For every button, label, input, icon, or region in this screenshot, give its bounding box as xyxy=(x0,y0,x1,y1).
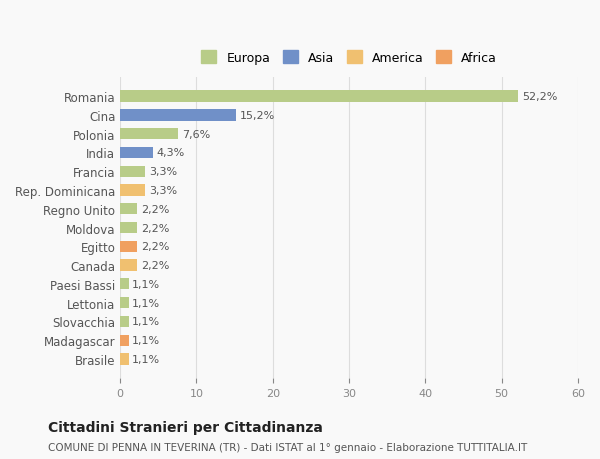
Text: 1,1%: 1,1% xyxy=(133,317,160,327)
Text: 1,1%: 1,1% xyxy=(133,279,160,289)
Text: 2,2%: 2,2% xyxy=(141,204,169,214)
Text: 1,1%: 1,1% xyxy=(133,336,160,346)
Text: 2,2%: 2,2% xyxy=(141,223,169,233)
Bar xyxy=(120,353,128,365)
Text: 2,2%: 2,2% xyxy=(141,261,169,270)
Bar xyxy=(120,335,128,346)
Bar xyxy=(120,241,137,252)
Bar xyxy=(120,204,137,215)
Text: 7,6%: 7,6% xyxy=(182,129,210,140)
Bar xyxy=(120,110,236,121)
Bar xyxy=(120,147,153,159)
Bar xyxy=(120,297,128,308)
Bar xyxy=(120,316,128,327)
Text: 3,3%: 3,3% xyxy=(149,185,177,196)
Text: 3,3%: 3,3% xyxy=(149,167,177,177)
Text: 2,2%: 2,2% xyxy=(141,242,169,252)
Bar xyxy=(120,279,128,290)
Bar xyxy=(120,223,137,234)
Bar xyxy=(120,91,518,102)
Text: 1,1%: 1,1% xyxy=(133,298,160,308)
Legend: Europa, Asia, America, Africa: Europa, Asia, America, Africa xyxy=(195,45,503,71)
Text: 15,2%: 15,2% xyxy=(240,111,275,121)
Text: 1,1%: 1,1% xyxy=(133,354,160,364)
Bar xyxy=(120,185,145,196)
Text: COMUNE DI PENNA IN TEVERINA (TR) - Dati ISTAT al 1° gennaio - Elaborazione TUTTI: COMUNE DI PENNA IN TEVERINA (TR) - Dati … xyxy=(48,442,527,452)
Text: 4,3%: 4,3% xyxy=(157,148,185,158)
Bar xyxy=(120,129,178,140)
Text: Cittadini Stranieri per Cittadinanza: Cittadini Stranieri per Cittadinanza xyxy=(48,420,323,435)
Bar xyxy=(120,260,137,271)
Bar xyxy=(120,166,145,178)
Text: 52,2%: 52,2% xyxy=(522,92,557,102)
